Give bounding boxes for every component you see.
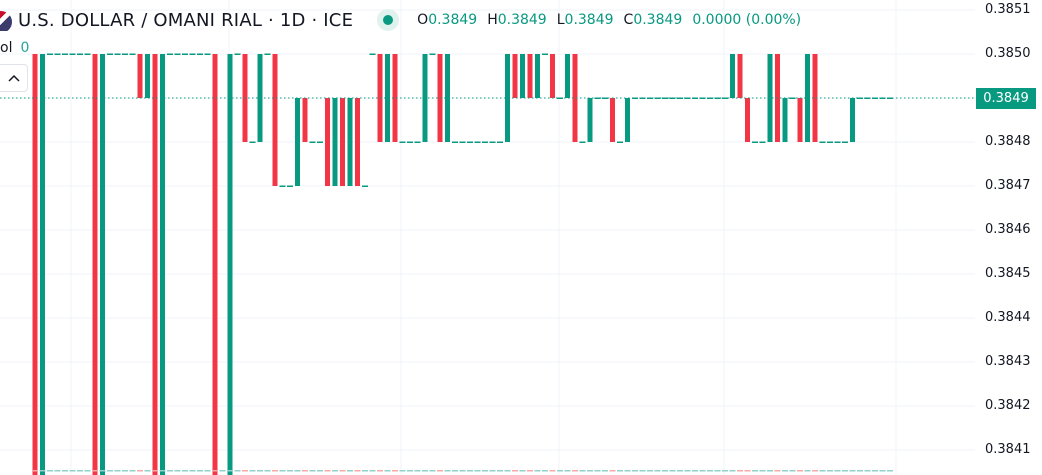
- price-axis-label: 0.3850: [985, 46, 1031, 61]
- price-change: 0.0000 (0.00%): [692, 12, 802, 28]
- ohlc-open: O0.3849: [417, 12, 478, 28]
- price-axis-label: 0.3841: [985, 442, 1031, 457]
- ohlc-low: L0.3849: [556, 12, 614, 28]
- symbol-title[interactable]: U.S. DOLLAR / OMANI RIAL · 1D · ICE: [18, 9, 354, 31]
- price-axis-label: 0.3843: [985, 354, 1031, 369]
- collapse-legend-button[interactable]: [0, 64, 28, 92]
- price-axis-label: 0.3844: [985, 310, 1031, 325]
- volume-value: 0: [20, 40, 30, 56]
- price-axis-label: 0.3846: [985, 222, 1031, 237]
- price-axis-label: 0.3848: [985, 134, 1031, 149]
- market-open-dot-icon: [383, 15, 394, 25]
- chart-legend: U.S. DOLLAR / OMANI RIAL · 1D · ICE O0.3…: [0, 6, 801, 34]
- ohlc-high: H0.3849: [487, 12, 547, 28]
- chevron-up-icon: [8, 74, 20, 82]
- ohlc-values: O0.3849 H0.3849 L0.3849 C0.3849 0.0000 (…: [417, 12, 801, 28]
- last-price-badge: 0.3849: [976, 88, 1036, 109]
- price-axis-label: 0.3847: [985, 178, 1031, 193]
- candle-series: [32, 53, 893, 475]
- price-axis-label: 0.3851: [985, 2, 1031, 17]
- volume-legend: ol 0: [0, 40, 29, 56]
- ohlc-close: C0.3849: [623, 12, 683, 28]
- volume-series: [32, 470, 893, 472]
- price-axis-label: 0.3845: [985, 266, 1031, 281]
- market-status-indicator[interactable]: [377, 9, 400, 31]
- currency-flag-icon: [0, 9, 14, 31]
- price-axis-label: 0.3842: [985, 398, 1031, 413]
- volume-label: ol: [0, 40, 13, 56]
